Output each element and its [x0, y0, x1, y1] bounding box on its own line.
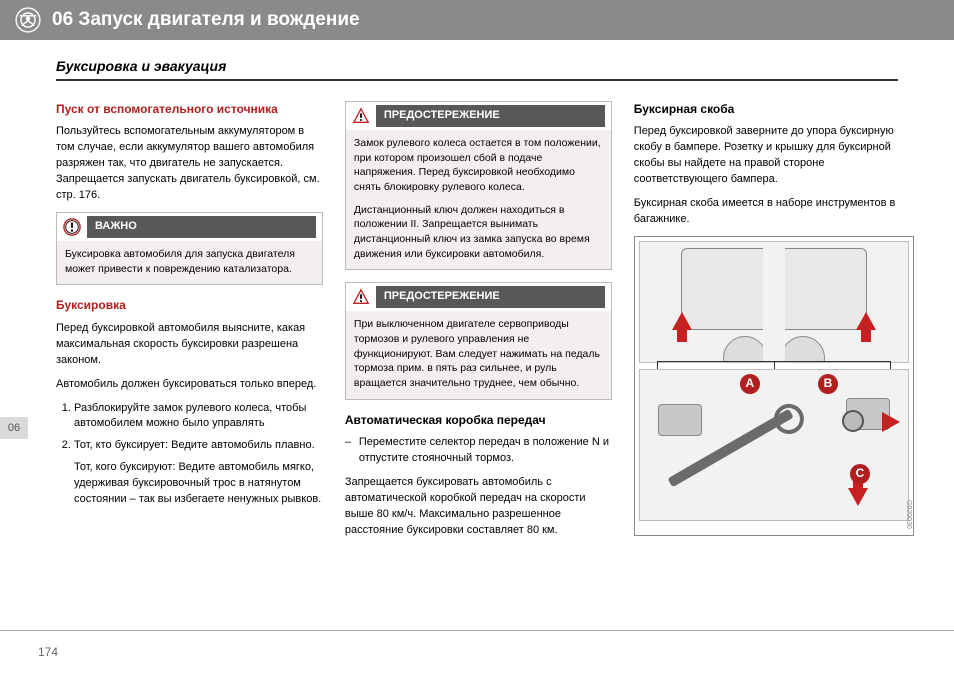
list-item: Разблокируйте замок рулевого колеса, что…: [74, 401, 323, 433]
paragraph: Запрещается буксировать автомобиль с авт…: [345, 475, 612, 539]
list-item-text: Тот, кто буксирует: Ведите автомобиль пл…: [74, 439, 315, 451]
important-label: ВАЖНО: [87, 216, 316, 238]
chapter-side-tab: 06: [0, 417, 28, 439]
paragraph: Автомобиль должен буксироваться только в…: [56, 377, 323, 393]
warning-box-2: ПРЕДОСТЕРЕЖЕНИЕ При выключенном двигател…: [345, 282, 612, 399]
warning-header: ПРЕДОСТЕРЕЖЕНИЕ: [346, 102, 611, 130]
column-2: ПРЕДОСТЕРЕЖЕНИЕ Замок рулевого колеса ос…: [345, 101, 612, 547]
paragraph: Перед буксировкой автомобиля выясните, к…: [56, 321, 323, 369]
heading-aux-start: Пуск от вспомогательного источника: [56, 101, 323, 118]
heading-towing: Буксировка: [56, 297, 323, 314]
warning-icon: [352, 288, 370, 306]
list-item: Тот, кто буксирует: Ведите автомобиль пл…: [74, 438, 323, 508]
footer-divider: [0, 630, 954, 631]
list-item-text: Тот, кого буксируют: Ведите автомобиль м…: [74, 460, 323, 508]
diagram-label-c: C: [850, 464, 870, 484]
diagram-front-bumper: [640, 242, 763, 362]
list-item: Переместите селектор передач в положение…: [359, 435, 612, 467]
paragraph: Буксирная скоба имеется в наборе инструм…: [634, 196, 914, 228]
paragraph: Пользуйтесь вспомогательным аккумуляторо…: [56, 124, 323, 204]
warning-body: При выключенном двигателе сервоприводы т…: [346, 311, 611, 398]
paragraph: Перед буксировкой заверните до упора бук…: [634, 124, 914, 188]
warning-label: ПРЕДОСТЕРЕЖЕНИЕ: [376, 105, 605, 127]
chapter-title: 06 Запуск двигателя и вождение: [52, 9, 360, 31]
diagram-rear-bumper: [785, 242, 908, 362]
warning-header: ПРЕДОСТЕРЕЖЕНИЕ: [346, 283, 611, 311]
section-title: Буксировка и эвакуация: [56, 58, 226, 74]
column-1: Пуск от вспомогательного источника Польз…: [56, 101, 323, 547]
page-number: 174: [38, 645, 58, 659]
diagram-code: G020030: [903, 500, 913, 529]
paragraph: Дистанционный ключ должен находиться в п…: [354, 203, 603, 262]
diagram-tool-view: A B C: [639, 369, 909, 521]
column-3: Буксирная скоба Перед буксировкой заверн…: [634, 101, 914, 547]
auto-trans-list: Переместите селектор передач в положение…: [345, 435, 612, 467]
warning-box-1: ПРЕДОСТЕРЕЖЕНИЕ Замок рулевого колеса ос…: [345, 101, 612, 270]
towing-steps: Разблокируйте замок рулевого колеса, что…: [56, 401, 323, 509]
important-header: ВАЖНО: [57, 213, 322, 241]
section-title-bar: Буксировка и эвакуация: [56, 58, 898, 81]
steering-wheel-icon: [14, 6, 42, 34]
paragraph: Замок рулевого колеса остается в том пол…: [354, 136, 603, 195]
content-columns: Пуск от вспомогательного источника Польз…: [56, 101, 914, 547]
heading-auto-trans: Автоматическая коробка передач: [345, 412, 612, 429]
important-box: ВАЖНО Буксировка автомобиля для запуска …: [56, 212, 323, 285]
warning-body: Замок рулевого колеса остается в том пол…: [346, 130, 611, 270]
diagram-label-b: B: [818, 374, 838, 394]
heading-tow-eye: Буксирная скоба: [634, 101, 914, 118]
warning-icon: [352, 107, 370, 125]
warning-label: ПРЕДОСТЕРЕЖЕНИЕ: [376, 286, 605, 308]
chapter-header: 06 Запуск двигателя и вождение: [0, 0, 954, 40]
diagram-label-a: A: [740, 374, 760, 394]
important-body: Буксировка автомобиля для запуска двигат…: [57, 241, 322, 284]
diagram-bumper-views: [639, 241, 909, 363]
tow-eye-diagram: A B C G020030: [634, 236, 914, 536]
info-icon: [63, 218, 81, 236]
